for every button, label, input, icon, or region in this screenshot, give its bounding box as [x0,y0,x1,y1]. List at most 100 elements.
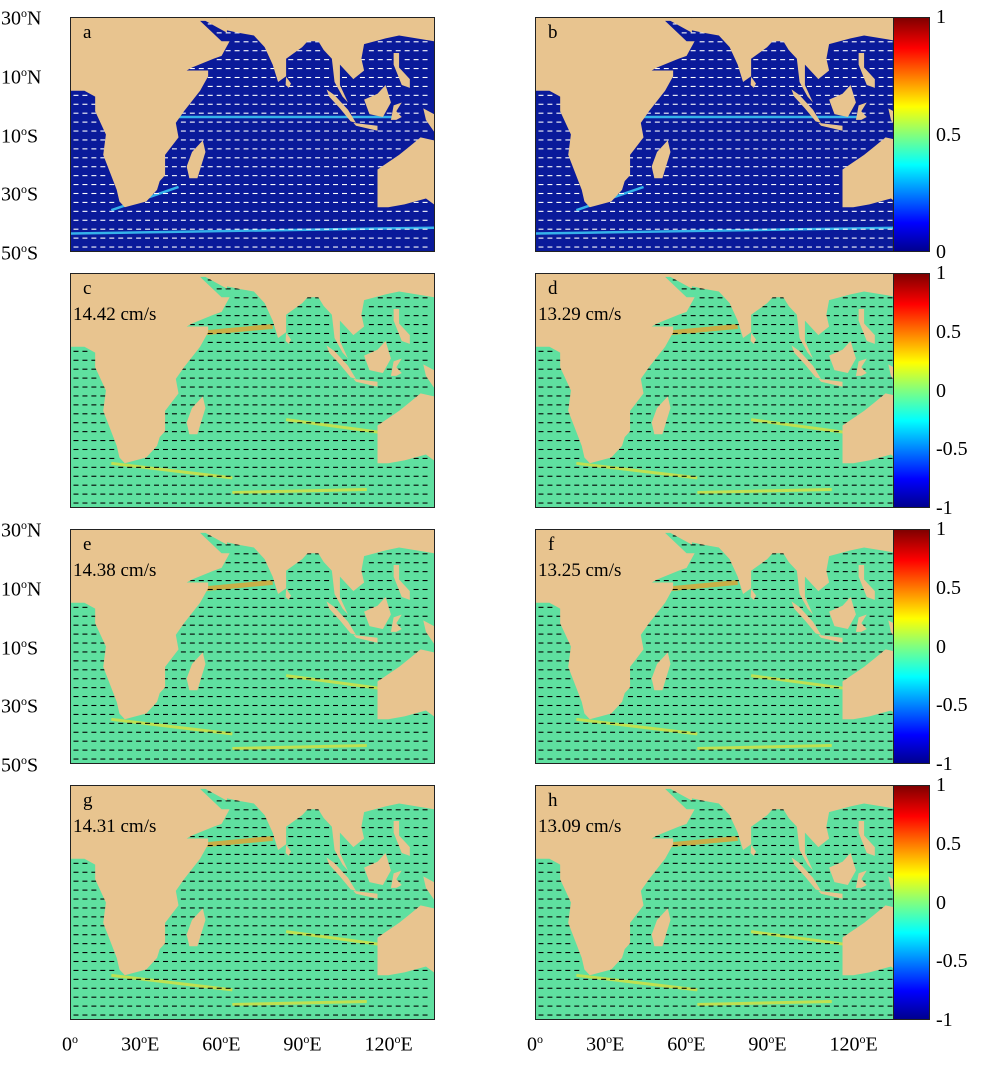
land-mass [689,530,899,615]
map-canvas-d [536,274,899,507]
mean-speed-label: 13.25 cm/s [538,560,622,581]
land-mass [818,378,843,387]
anomaly-streak [232,1000,367,1006]
land-mass [326,89,357,123]
land-mass [651,652,671,691]
mean-speed-label: 14.31 cm/s [73,816,157,837]
map-canvas-h [536,786,899,1019]
land-mass [285,76,291,88]
land-mass [689,18,899,103]
land-mass [224,274,434,359]
mean-speed-label: 14.42 cm/s [73,304,157,325]
anomaly-streak [111,717,233,736]
land-mass [186,140,206,179]
anomaly-streak [576,973,698,992]
land-mass [353,378,378,387]
land-mass [423,364,434,388]
panel-letter: g [83,790,93,811]
anomaly-streak [285,674,394,692]
land-mass [224,786,434,871]
anomaly-streak [232,744,367,750]
land-mass [536,18,695,208]
land-mass [818,634,843,643]
land-mass [829,85,856,118]
land-mass [842,649,899,720]
land-mass [285,332,291,344]
land-mass [750,332,756,344]
map-canvas-a [71,18,434,251]
land-mass [689,274,899,359]
land-mass [285,844,291,856]
panel-letter: f [548,534,555,555]
land-mass [377,393,434,464]
map-panel-b: b [535,17,900,252]
land-mass [364,85,391,118]
map-canvas-b [536,18,899,251]
land-mass [186,908,206,947]
mean-speed-label: 13.29 cm/s [538,304,622,325]
land-mass [393,308,410,344]
land-mass [390,614,402,632]
land-mass [377,905,434,976]
land-mass [393,820,410,856]
land-mass [186,396,206,435]
land-mass [224,18,434,103]
anomaly-streak [750,418,859,436]
anomaly-streak [697,1000,832,1006]
map-panel-d: d 13.29 cm/s [535,273,900,508]
land-mass [536,274,695,464]
anomaly-streak [576,717,698,736]
panel-letter: d [548,278,558,299]
map-panel-a: a [70,17,435,252]
land-mass [842,137,899,208]
land-mass [71,530,230,720]
land-mass [791,89,822,123]
anomaly-streak [697,744,832,750]
land-mass [855,614,867,632]
land-mass [423,108,434,132]
land-mass [842,393,899,464]
land-mass [186,652,206,691]
land-mass [855,102,867,120]
land-mass [855,358,867,376]
land-mass [364,853,391,886]
map-panel-c: c 14.42 cm/s [70,273,435,508]
land-mass [390,358,402,376]
land-mass [353,634,378,643]
land-mass [818,122,843,131]
land-mass [364,597,391,630]
map-canvas-e [71,530,434,763]
land-mass [651,396,671,435]
land-mass [71,274,230,464]
map-canvas-f [536,530,899,763]
land-mass [858,52,875,88]
land-mass [377,649,434,720]
land-mass [750,588,756,600]
anomaly-streak [232,488,367,494]
land-mass [390,102,402,120]
map-panel-e: e 14.38 cm/s [70,529,435,764]
map-panel-h: h 13.09 cm/s [535,785,900,1020]
map-panel-f: f 13.25 cm/s [535,529,900,764]
land-mass [390,870,402,888]
anomaly-streak [750,930,859,948]
land-mass [858,308,875,344]
land-mass [285,588,291,600]
panel-letter: a [83,22,92,43]
anomaly-streak [111,461,233,480]
panel-letter: c [83,278,92,299]
land-mass [791,601,822,635]
land-mass [364,341,391,374]
anomaly-streak [576,461,698,480]
land-mass [326,601,357,635]
land-mass [353,890,378,899]
land-mass [393,52,410,88]
land-mass [326,857,357,891]
land-mass [326,345,357,379]
anomaly-streak [111,973,233,992]
panel-letter: b [548,22,558,43]
anomaly-streak [697,488,832,494]
land-mass [423,876,434,900]
land-mass [750,76,756,88]
panel-letter: e [83,534,92,555]
